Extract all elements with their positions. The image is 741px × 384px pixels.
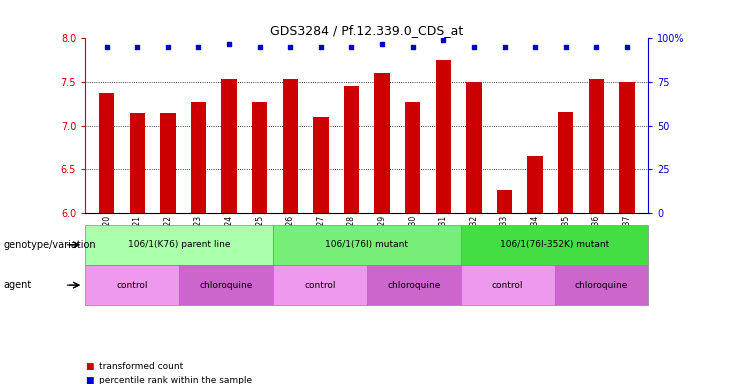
Text: genotype/variation: genotype/variation xyxy=(4,240,96,250)
Point xyxy=(499,44,511,50)
Bar xyxy=(313,117,328,213)
Bar xyxy=(252,102,268,213)
Text: control: control xyxy=(492,281,523,290)
Text: control: control xyxy=(116,281,148,290)
Text: 106/1(K76) parent line: 106/1(K76) parent line xyxy=(128,240,230,249)
Point xyxy=(345,44,357,50)
Text: ■: ■ xyxy=(85,362,93,371)
Point xyxy=(285,44,296,50)
Bar xyxy=(528,156,542,213)
Point xyxy=(468,44,480,50)
Bar xyxy=(374,73,390,213)
Point xyxy=(529,44,541,50)
Bar xyxy=(466,82,482,213)
Bar xyxy=(130,113,145,213)
Point xyxy=(376,41,388,47)
Text: transformed count: transformed count xyxy=(99,362,183,371)
Text: ■: ■ xyxy=(85,376,93,384)
Text: chloroquine: chloroquine xyxy=(575,281,628,290)
Bar xyxy=(405,102,420,213)
Bar xyxy=(558,112,574,213)
Bar xyxy=(160,113,176,213)
Point xyxy=(193,44,205,50)
Text: control: control xyxy=(304,281,336,290)
Text: chloroquine: chloroquine xyxy=(387,281,440,290)
Point xyxy=(315,44,327,50)
Title: GDS3284 / Pf.12.339.0_CDS_at: GDS3284 / Pf.12.339.0_CDS_at xyxy=(270,24,463,37)
Point xyxy=(131,44,143,50)
Bar xyxy=(497,190,512,213)
Point xyxy=(253,44,265,50)
Point xyxy=(223,41,235,47)
Point xyxy=(437,37,449,43)
Point xyxy=(407,44,419,50)
Bar xyxy=(436,60,451,213)
Bar xyxy=(191,102,206,213)
Bar xyxy=(344,86,359,213)
Bar xyxy=(222,79,236,213)
Bar xyxy=(282,79,298,213)
Bar xyxy=(588,79,604,213)
Point xyxy=(591,44,602,50)
Bar xyxy=(619,82,634,213)
Text: 106/1(76I-352K) mutant: 106/1(76I-352K) mutant xyxy=(500,240,609,249)
Point xyxy=(621,44,633,50)
Text: 106/1(76I) mutant: 106/1(76I) mutant xyxy=(325,240,408,249)
Point xyxy=(559,44,571,50)
Text: chloroquine: chloroquine xyxy=(199,281,253,290)
Point xyxy=(162,44,174,50)
Point xyxy=(101,44,113,50)
Text: agent: agent xyxy=(4,280,32,290)
Bar xyxy=(99,93,114,213)
Text: percentile rank within the sample: percentile rank within the sample xyxy=(99,376,252,384)
